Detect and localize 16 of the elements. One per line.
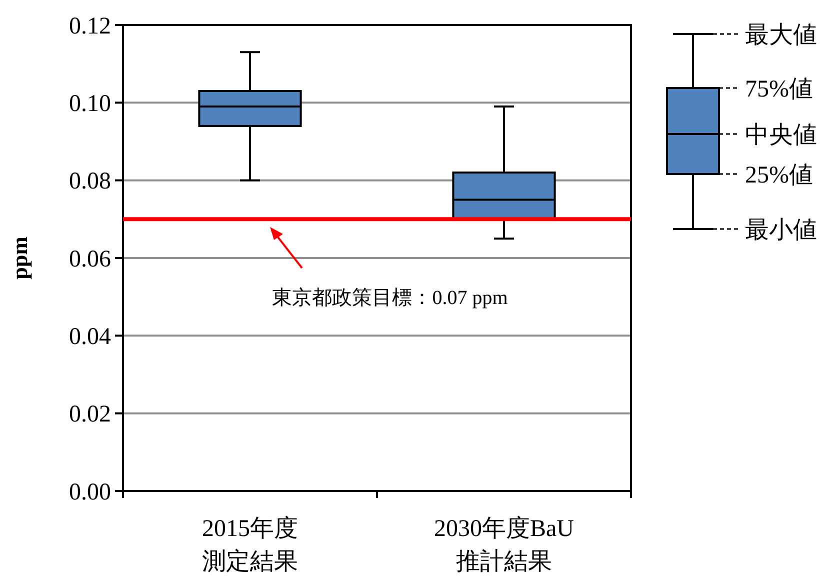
text: 中央値	[745, 122, 817, 148]
x-tick-label: 2030年度BaU推計結果	[434, 515, 574, 575]
text: 75%値	[745, 76, 813, 102]
legend-label: 東京都政策目標：0.07 ppm	[272, 287, 508, 309]
y-axis-title: ppm	[7, 236, 32, 280]
text: 最大値	[745, 22, 817, 48]
y-tick-label: 0.06	[69, 246, 111, 272]
y-tick-label: 0.08	[69, 168, 111, 195]
y-tick-label: 0.10	[69, 91, 111, 118]
y-tick-label: 0.04	[69, 324, 111, 350]
text: 最小値	[745, 217, 817, 244]
text: 25%値	[745, 162, 813, 188]
y-tick-label: 0.00	[69, 479, 111, 506]
x-tick-label: 2015年度測定結果	[202, 515, 298, 575]
y-tick-label: 0.12	[69, 13, 111, 40]
y-tick-label: 0.02	[69, 402, 111, 428]
